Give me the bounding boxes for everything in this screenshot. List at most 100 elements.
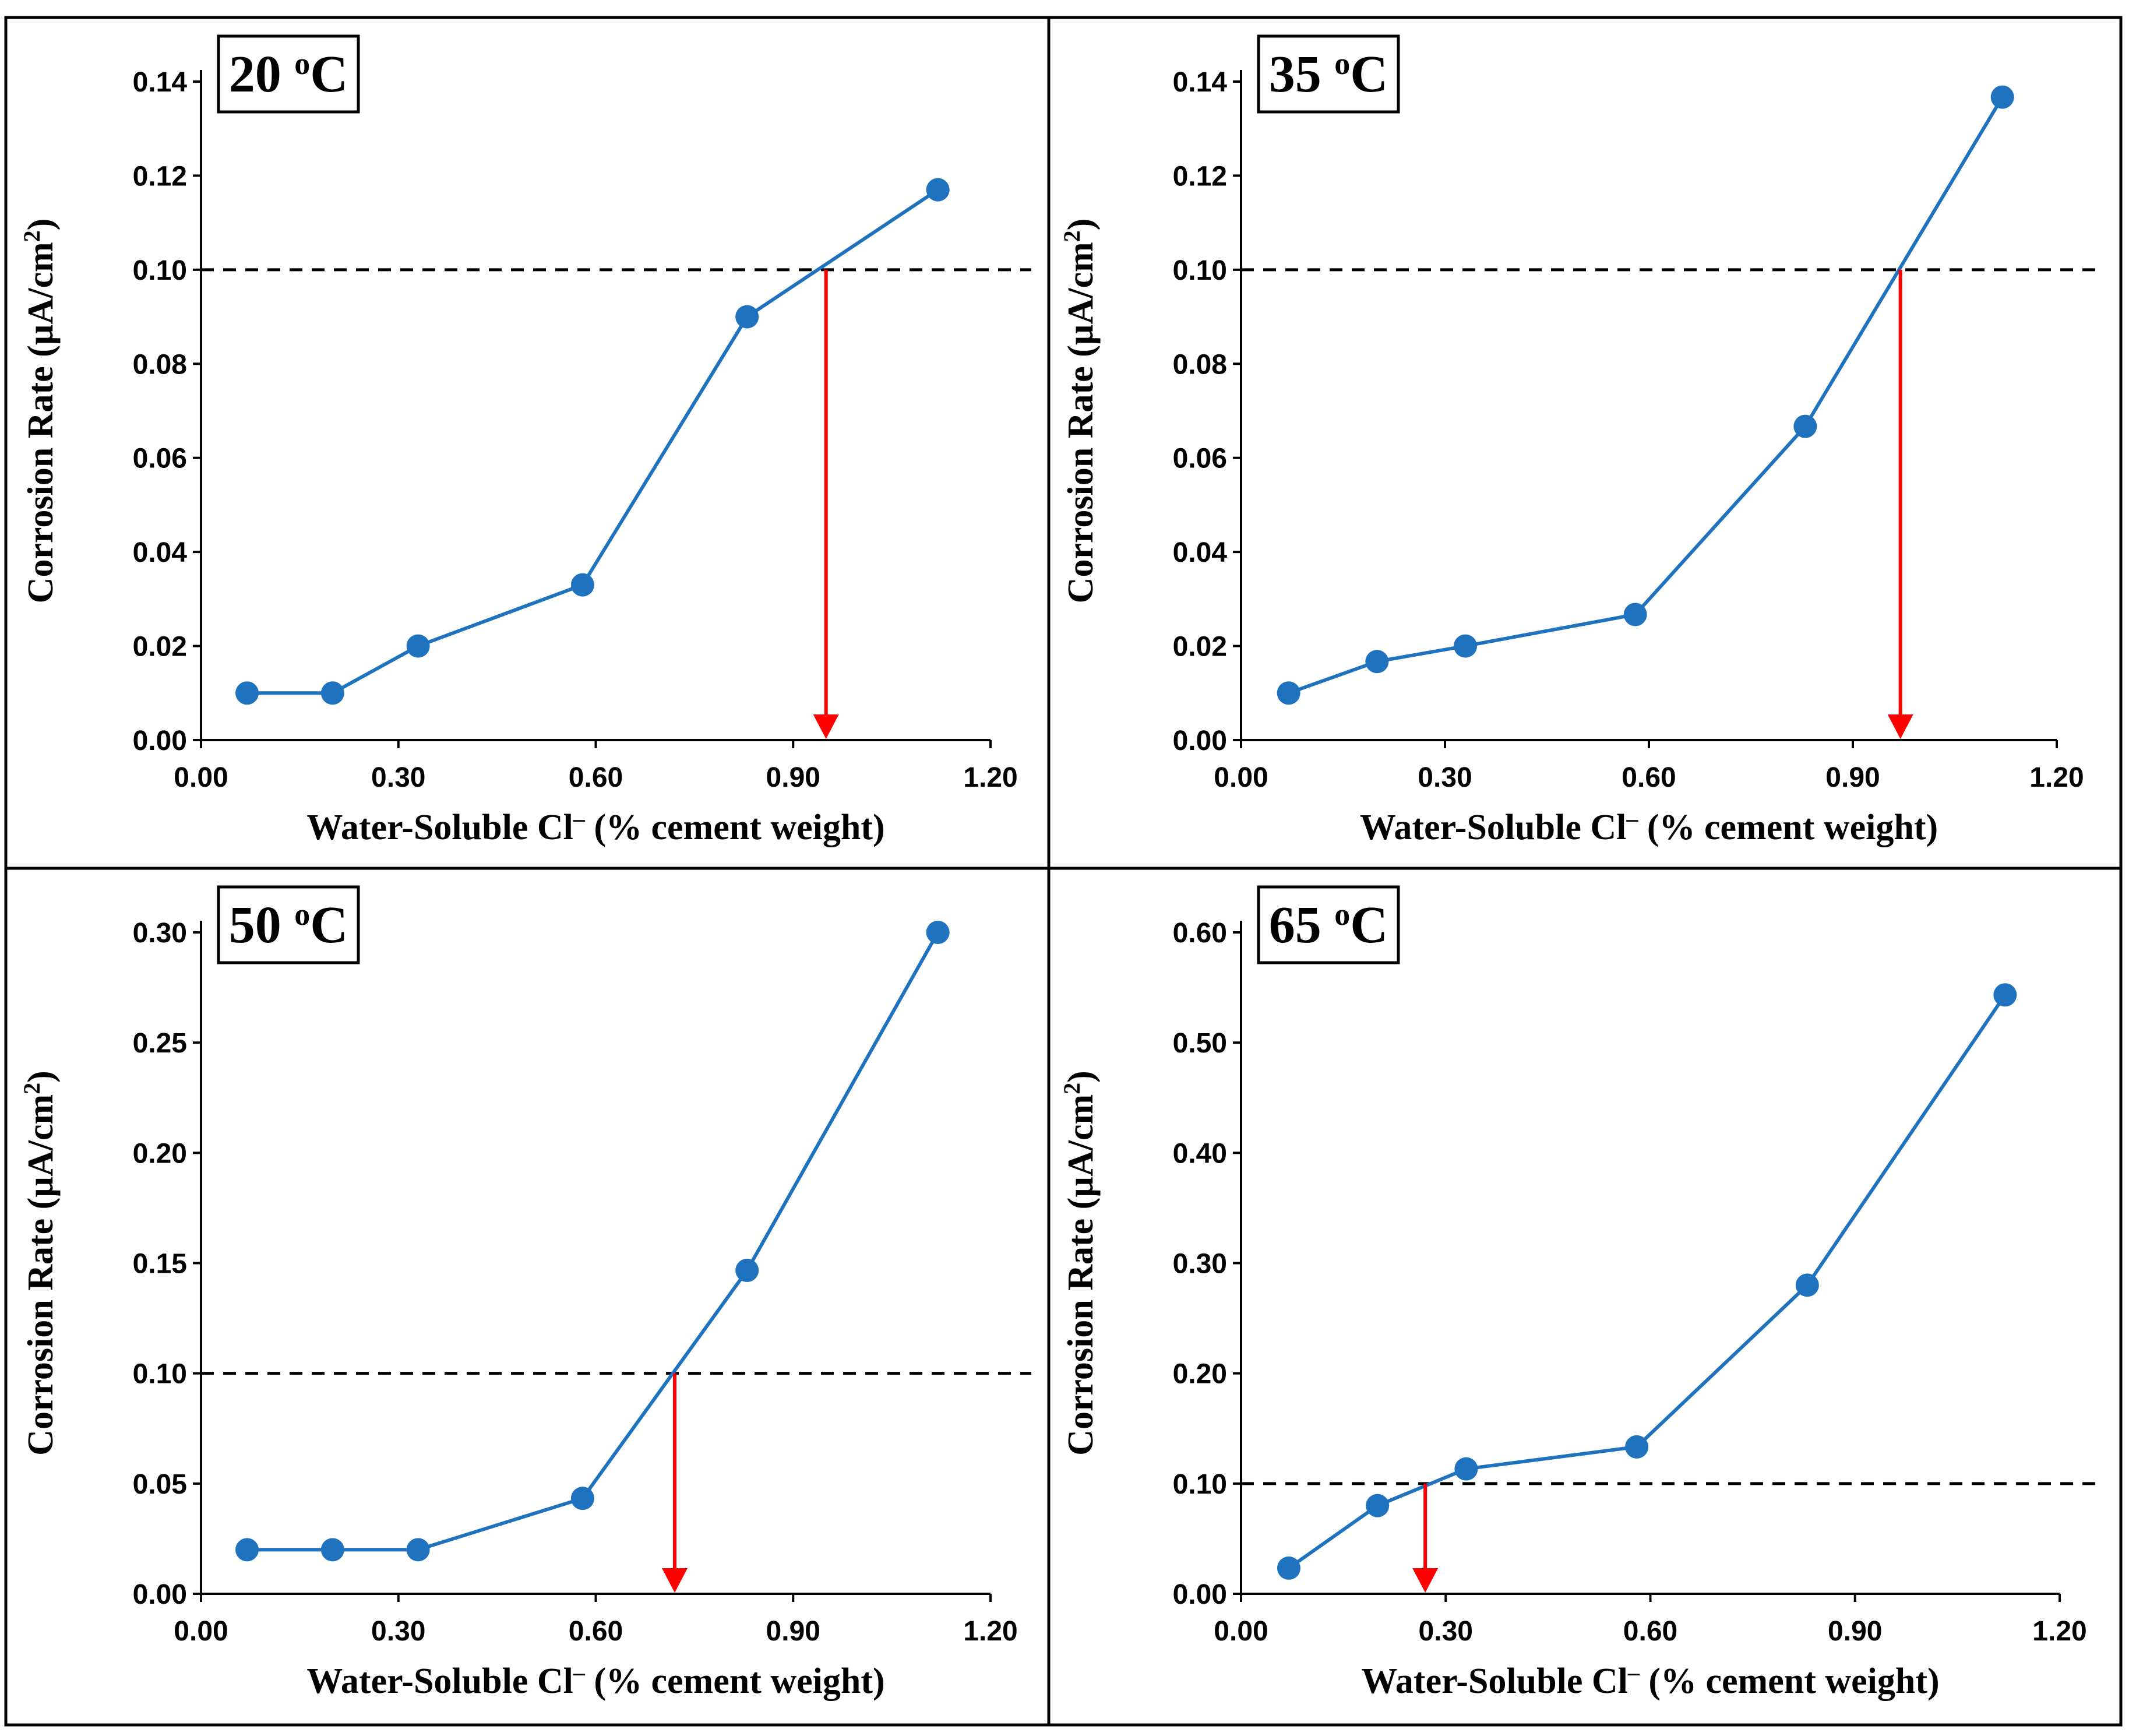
temperature-label: 35 oC xyxy=(1269,45,1388,103)
data-point xyxy=(1795,1273,1819,1297)
threshold-arrow-head xyxy=(1887,714,1913,739)
y-tick-label: 0.06 xyxy=(1173,443,1227,474)
temperature-label: 50 oC xyxy=(229,896,348,954)
y-tick-label: 0.06 xyxy=(133,443,187,474)
threshold-arrow-head xyxy=(662,1568,688,1593)
y-axis-title: Corrosion Rate (µA/cm2) xyxy=(1059,219,1101,604)
chart-panel-1: 0.00 0.02 0.04 0.06 0.08 0.10 0.12 0.14 0.00 0.30… xyxy=(4,16,1051,870)
y-tick-label: 0.08 xyxy=(133,349,187,380)
data-point xyxy=(1454,634,1477,658)
y-tick-label: 0.00 xyxy=(1173,726,1227,756)
y-tick-label: 0.04 xyxy=(1173,537,1228,568)
series-line xyxy=(1288,994,2007,1570)
chart-panel-4: 0.00 0.10 0.20 0.30 0.40 0.50 0.60 0.00 0.30 0.60… xyxy=(1047,867,2123,1727)
x-axis-title: Water-Soluble Cl– (% cement weight) xyxy=(1361,1659,1939,1702)
y-tick-label: 0.20 xyxy=(1173,1359,1227,1390)
temperature-label: 20 oC xyxy=(229,45,348,103)
x-tick-label: 0.00 xyxy=(1214,1616,1268,1647)
y-tick-label: 0.15 xyxy=(133,1249,187,1280)
y-tick-label: 0.10 xyxy=(1173,1469,1227,1500)
data-point xyxy=(1454,1457,1478,1481)
y-tick-label: 0.60 xyxy=(1173,918,1227,949)
x-tick-label: 0.30 xyxy=(1419,1616,1473,1647)
y-tick-label: 0.08 xyxy=(1173,349,1227,380)
temperature-badge xyxy=(1257,34,1400,114)
x-tick-label: 0.30 xyxy=(371,762,425,793)
panel-border xyxy=(1047,867,2123,1727)
x-tick-label: 0.60 xyxy=(1623,1616,1677,1647)
x-axis-title: Water-Soluble Cl– (% cement weight) xyxy=(1360,805,1938,848)
x-tick-label: 1.20 xyxy=(963,762,1017,793)
x-tick-label: 0.00 xyxy=(1214,762,1268,793)
x-tick-label: 0.30 xyxy=(371,1616,425,1647)
data-point xyxy=(1277,681,1300,705)
y-tick-label: 0.02 xyxy=(1173,632,1227,663)
data-point xyxy=(570,1487,594,1510)
temperature-badge xyxy=(217,885,360,964)
x-axis-title: Water-Soluble Cl– (% cement weight) xyxy=(306,1659,884,1702)
data-point xyxy=(235,681,259,705)
y-tick-label: 0.12 xyxy=(133,161,187,192)
temperature-badge xyxy=(1257,885,1400,964)
y-tick-label: 0.00 xyxy=(133,1579,187,1610)
y-tick-label: 0.14 xyxy=(133,67,188,98)
y-tick-label: 0.02 xyxy=(133,632,187,663)
y-axis-title: Corrosion Rate (µA/cm2) xyxy=(19,1071,61,1456)
y-axis-title: Corrosion Rate (µA/cm2) xyxy=(1059,1071,1101,1456)
data-point xyxy=(235,1538,259,1562)
y-tick-label: 0.12 xyxy=(1173,161,1227,192)
y-tick-label: 0.10 xyxy=(1173,255,1227,286)
y-tick-label: 0.50 xyxy=(1173,1028,1227,1059)
x-tick-label: 0.90 xyxy=(766,1616,820,1647)
y-tick-label: 0.20 xyxy=(133,1138,187,1169)
data-point xyxy=(1793,414,1817,438)
x-tick-label: 1.20 xyxy=(2029,762,2084,793)
y-tick-label: 0.25 xyxy=(133,1028,187,1059)
temperature-label: 65 oC xyxy=(1269,896,1388,954)
y-tick-label: 0.05 xyxy=(133,1469,187,1500)
y-tick-label: 0.00 xyxy=(133,726,187,756)
x-tick-label: 0.00 xyxy=(174,762,228,793)
data-point xyxy=(1365,650,1389,674)
x-tick-label: 0.60 xyxy=(569,762,623,793)
y-tick-label: 0.00 xyxy=(1173,1579,1227,1610)
chart-panel-2: 0.00 0.02 0.04 0.06 0.08 0.10 0.12 0.14 0.00 0.30… xyxy=(1047,16,2123,870)
x-tick-label: 0.90 xyxy=(766,762,820,793)
series-line xyxy=(247,931,940,1552)
x-tick-label: 1.20 xyxy=(2032,1616,2086,1647)
data-point xyxy=(926,921,950,944)
data-point xyxy=(735,1258,759,1282)
y-tick-label: 0.30 xyxy=(133,918,187,949)
x-tick-label: 0.60 xyxy=(1622,762,1676,793)
threshold-arrow-head xyxy=(1412,1568,1439,1593)
y-tick-label: 0.40 xyxy=(1173,1138,1227,1169)
data-point xyxy=(1623,603,1647,626)
y-tick-label: 0.14 xyxy=(1173,67,1228,98)
data-point xyxy=(406,634,430,658)
y-tick-label: 0.04 xyxy=(133,537,188,568)
data-point xyxy=(320,681,344,705)
data-point xyxy=(1366,1494,1390,1517)
series-line xyxy=(247,188,939,695)
data-point xyxy=(1990,85,2014,109)
chart-panel-3: 0.00 0.05 0.10 0.15 0.20 0.25 0.30 0.00 0.30 0.60… xyxy=(4,867,1051,1727)
y-axis-title: Corrosion Rate (µA/cm2) xyxy=(19,219,61,604)
y-tick-label: 0.30 xyxy=(1173,1249,1227,1280)
x-axis-title: Water-Soluble Cl– (% cement weight) xyxy=(306,805,884,848)
data-point xyxy=(406,1538,430,1562)
y-tick-label: 0.10 xyxy=(133,1359,187,1390)
data-point xyxy=(570,573,594,597)
x-tick-label: 0.60 xyxy=(569,1616,623,1647)
x-tick-label: 0.30 xyxy=(1418,762,1472,793)
series-line xyxy=(1288,96,2004,695)
x-tick-label: 0.90 xyxy=(1828,1616,1882,1647)
data-point xyxy=(735,305,759,329)
data-point xyxy=(320,1538,344,1562)
threshold-arrow-head xyxy=(813,714,839,739)
data-point xyxy=(1993,983,2017,1007)
y-tick-label: 0.10 xyxy=(133,255,187,286)
temperature-badge xyxy=(217,34,360,114)
x-tick-label: 0.00 xyxy=(174,1616,228,1647)
data-point xyxy=(1277,1556,1300,1580)
